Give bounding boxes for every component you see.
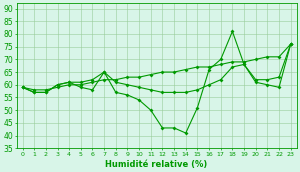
- X-axis label: Humidité relative (%): Humidité relative (%): [106, 159, 208, 169]
